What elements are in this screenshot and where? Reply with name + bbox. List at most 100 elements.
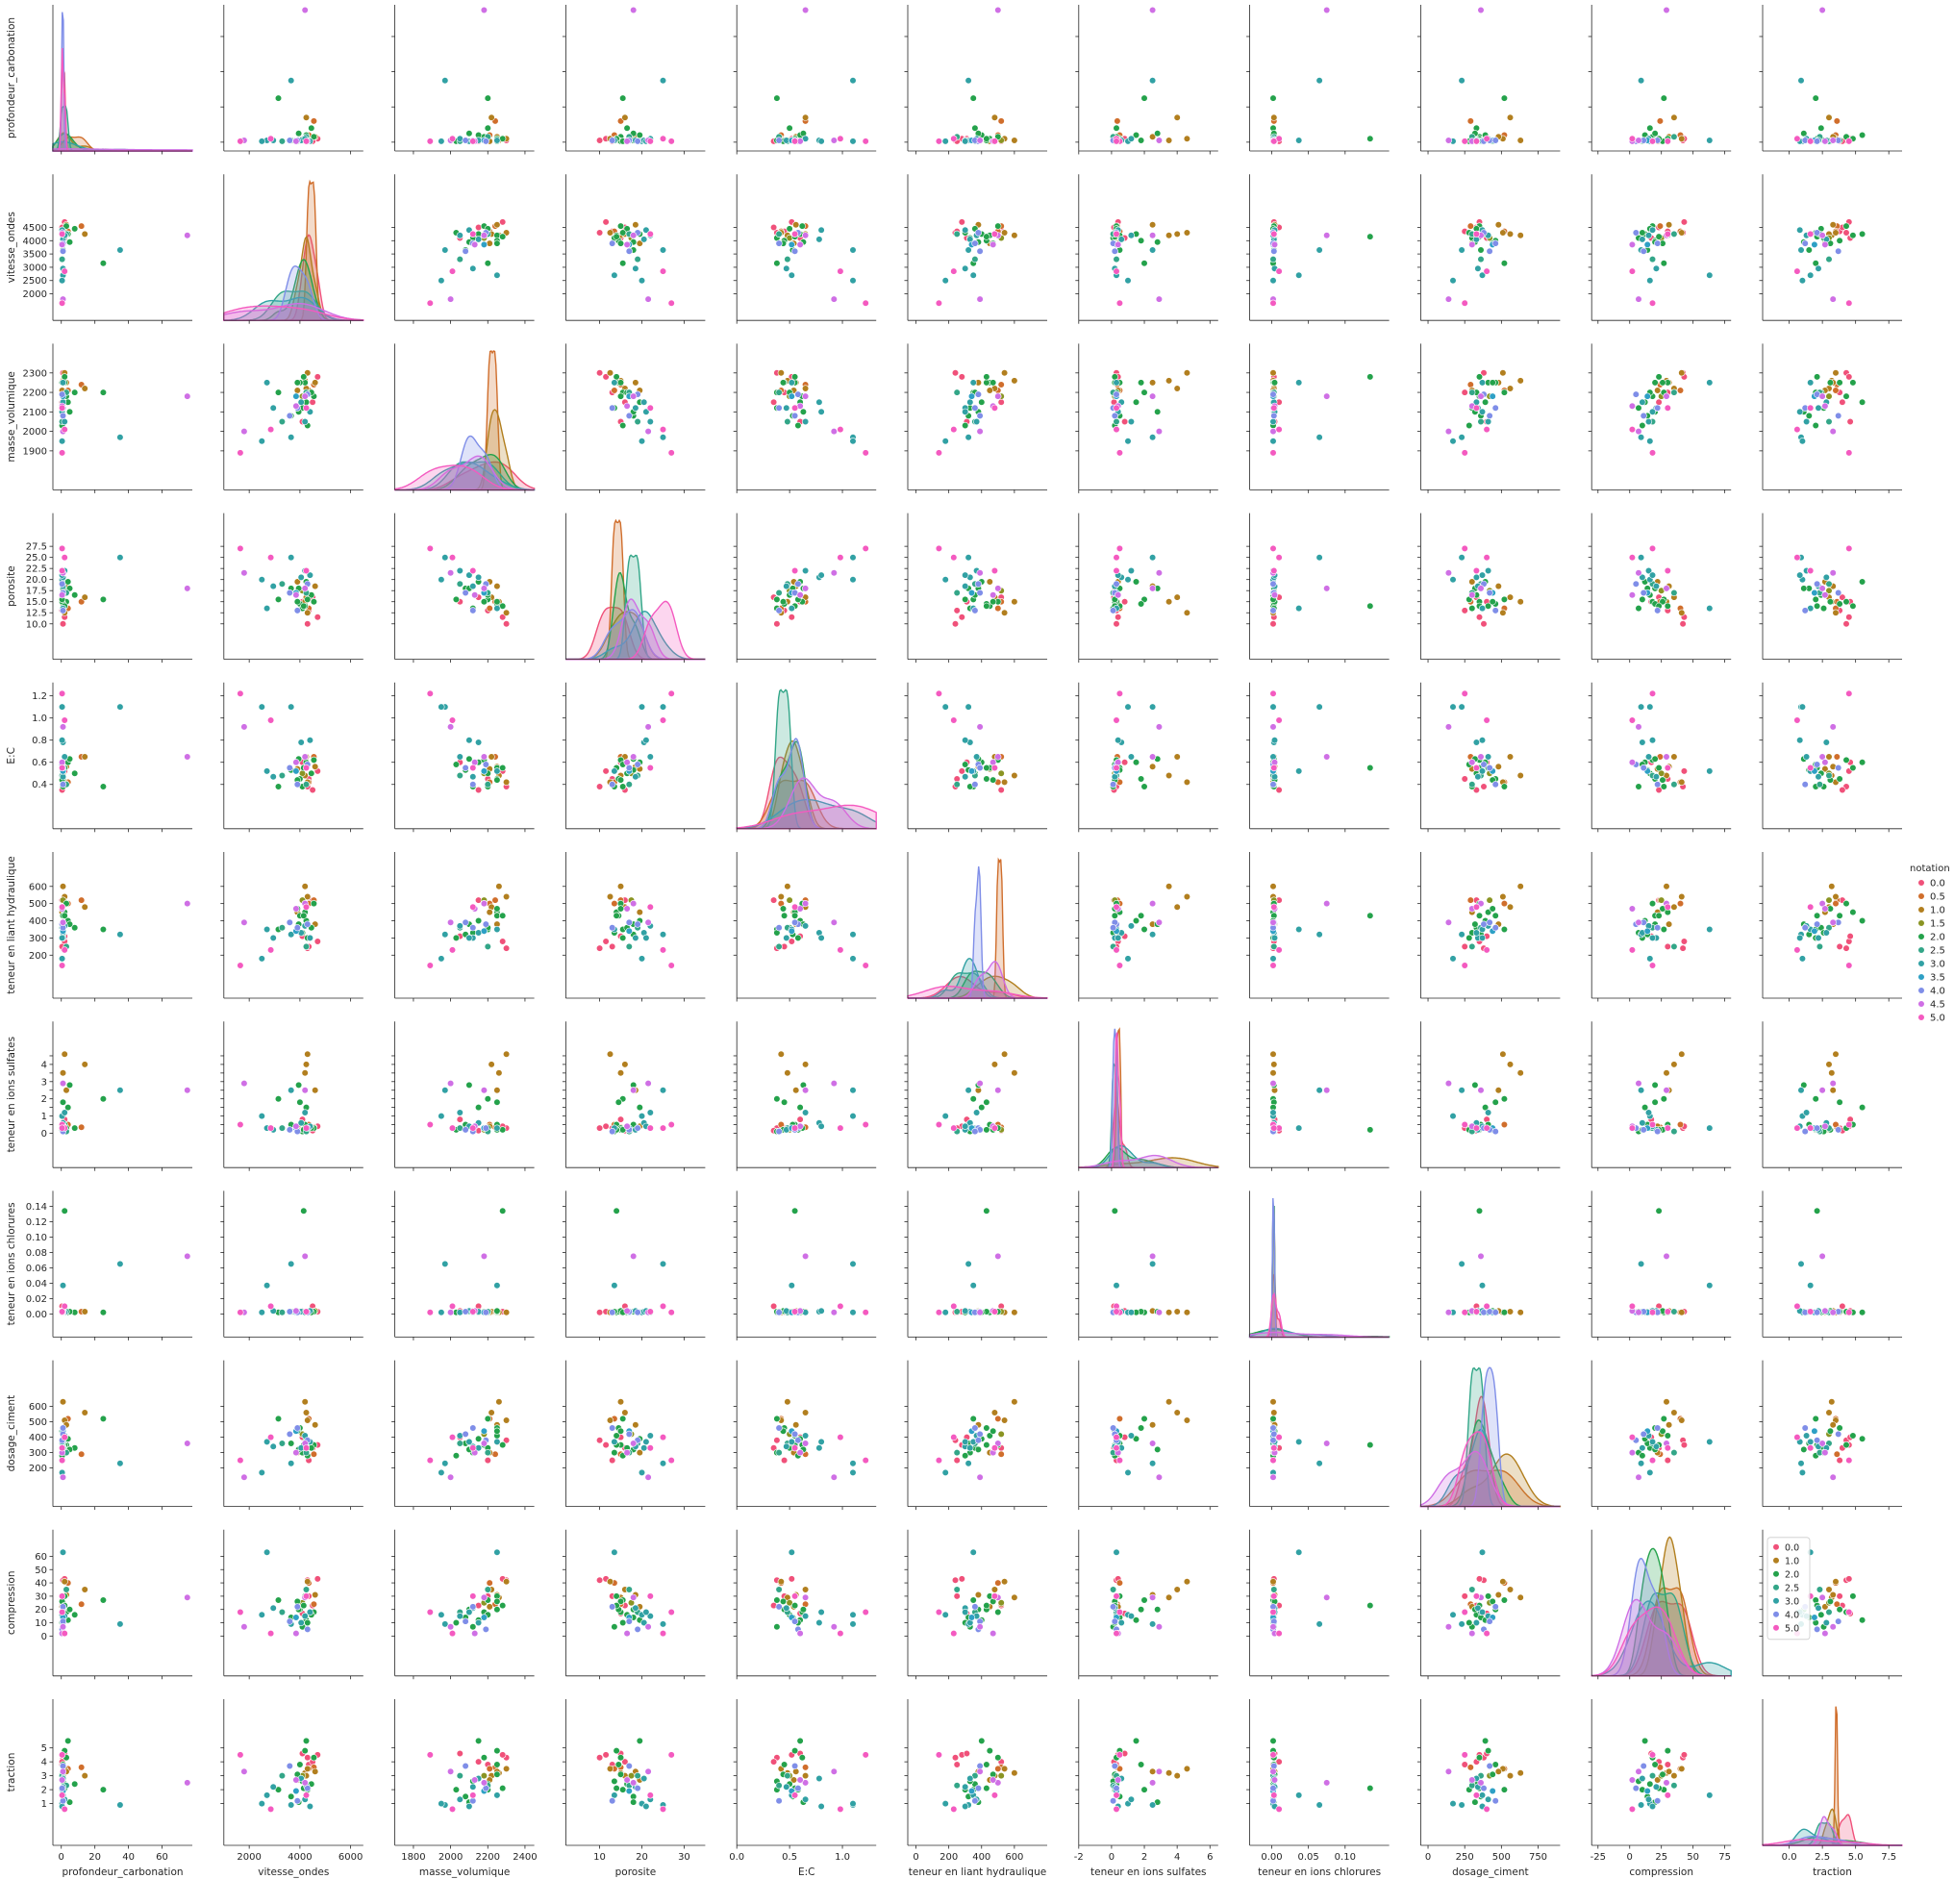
scatter-point	[99, 783, 107, 790]
scatter-point	[1483, 267, 1491, 275]
scatter-point	[646, 1109, 654, 1116]
scatter-point	[994, 585, 1002, 592]
scatter-point	[1113, 903, 1120, 911]
scatter-point	[65, 238, 74, 246]
scatter-point	[971, 404, 979, 412]
scatter-point	[480, 585, 488, 592]
scatter-point	[1477, 6, 1485, 14]
scatter-point	[293, 379, 301, 387]
scatter-point	[493, 598, 501, 606]
scatter-point	[1270, 903, 1278, 911]
scatter-point	[71, 769, 79, 777]
scatter-point	[292, 905, 300, 913]
scatter-point	[1676, 899, 1685, 908]
panel-sulf-vs-poro	[562, 1021, 706, 1171]
scatter-point	[1315, 931, 1323, 939]
scatter-point	[293, 781, 301, 789]
scatter-point	[65, 1081, 74, 1089]
scatter-point	[1680, 218, 1688, 226]
scatter-point	[1815, 934, 1822, 942]
scatter-point	[484, 942, 491, 951]
scatter-point	[441, 1460, 449, 1467]
scatter-point	[976, 137, 984, 144]
scatter-point	[456, 1109, 463, 1116]
scatter-point	[1315, 434, 1323, 441]
scatter-point	[621, 1061, 629, 1068]
scatter-point	[300, 602, 308, 610]
scatter-point	[1115, 614, 1122, 621]
y-tick-label: 3000	[23, 263, 47, 273]
scatter-point	[1842, 392, 1850, 400]
scatter-point	[1516, 377, 1524, 385]
scatter-point	[471, 591, 479, 599]
scatter-point	[488, 753, 495, 761]
scatter-point	[611, 1282, 618, 1290]
scatter-point	[1113, 1308, 1120, 1315]
scatter-point	[1183, 229, 1190, 237]
scatter-point	[1011, 598, 1018, 606]
scatter-point	[1315, 246, 1323, 254]
scatter-point	[1148, 1252, 1157, 1260]
scatter-point	[1000, 778, 1009, 787]
scatter-point	[1826, 598, 1834, 606]
scatter-point	[426, 689, 434, 697]
scatter-point	[502, 1050, 511, 1058]
scatter-point	[962, 408, 969, 415]
scatter-point	[1813, 580, 1821, 588]
scatter-point	[1628, 759, 1636, 766]
y-axis-label: E:C	[6, 747, 17, 764]
scatter-point	[815, 236, 823, 243]
scatter-point	[1821, 240, 1829, 248]
scatter-point	[1477, 1087, 1485, 1094]
scatter-point	[1628, 267, 1636, 275]
scatter-point	[1639, 236, 1646, 243]
scatter-point	[983, 1207, 990, 1215]
scatter-point	[837, 554, 844, 562]
scatter-point	[794, 421, 802, 430]
scatter-point	[1124, 438, 1132, 445]
scatter-point	[1811, 589, 1818, 597]
scatter-point	[493, 925, 501, 934]
scatter-point	[1113, 417, 1120, 426]
scatter-point	[1679, 944, 1687, 952]
scatter-point	[1706, 379, 1714, 387]
scatter-point	[964, 1260, 972, 1267]
scatter-point	[426, 1309, 434, 1316]
scatter-point	[58, 955, 66, 963]
scatter-point	[659, 77, 667, 85]
scatter-point	[1654, 404, 1662, 412]
scatter-point	[1499, 1050, 1507, 1058]
scatter-point	[1825, 113, 1833, 121]
scatter-point	[462, 918, 469, 926]
scatter-point	[58, 737, 66, 744]
scatter-point	[288, 1260, 295, 1267]
scatter-point	[1483, 1124, 1491, 1132]
scatter-point	[58, 299, 66, 307]
scatter-point	[475, 916, 483, 925]
scatter-point	[1275, 267, 1283, 275]
scatter-point	[1805, 412, 1813, 420]
scatter-point	[240, 723, 248, 731]
scatter-point	[240, 918, 248, 926]
scatter-point	[1836, 237, 1843, 244]
scatter-point	[1477, 1252, 1485, 1260]
scatter-point	[61, 1050, 68, 1058]
scatter-point	[950, 1302, 958, 1310]
scatter-point	[484, 781, 491, 789]
scatter-point	[184, 232, 191, 239]
scatter-point	[310, 117, 318, 125]
scatter-point	[1648, 1120, 1657, 1129]
scatter-point	[950, 1124, 958, 1132]
scatter-point	[448, 716, 457, 724]
scatter-point	[611, 1448, 618, 1457]
scatter-point	[1648, 299, 1657, 307]
scatter-point	[64, 578, 72, 586]
scatter-point	[616, 1427, 625, 1435]
scatter-point	[1183, 369, 1190, 377]
y-tick-label: 12.5	[26, 609, 47, 619]
scatter-point	[790, 918, 799, 926]
panel-ec-vs-liant	[904, 682, 1047, 833]
scatter-point	[59, 607, 67, 614]
scatter-point	[274, 595, 283, 604]
scatter-point	[1845, 449, 1853, 457]
